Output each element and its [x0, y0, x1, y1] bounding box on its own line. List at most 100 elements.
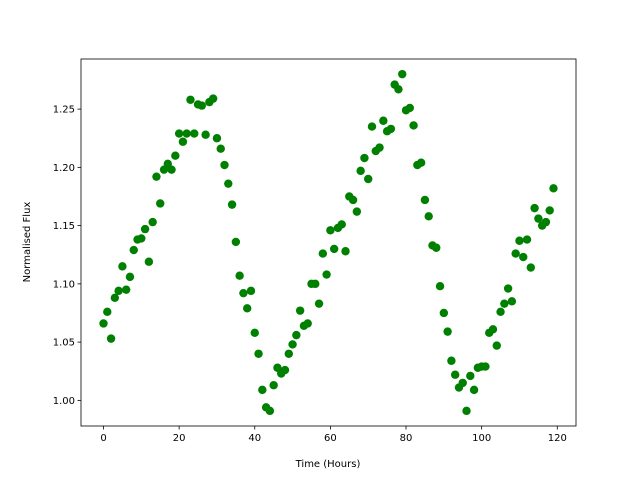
point	[303, 319, 312, 328]
point	[190, 129, 199, 138]
x-axis-label: Time (Hours)	[295, 459, 361, 470]
point	[129, 245, 138, 255]
point	[435, 281, 445, 291]
point	[231, 237, 241, 247]
point	[137, 234, 146, 243]
point	[250, 328, 259, 337]
point	[469, 385, 479, 395]
point	[541, 217, 551, 227]
point	[450, 370, 460, 379]
x-tick-label: 120	[548, 433, 567, 444]
x-tick-label: 40	[248, 433, 261, 444]
point	[212, 134, 222, 143]
point	[515, 236, 524, 245]
point	[420, 195, 430, 205]
point	[201, 130, 210, 139]
point	[144, 257, 154, 266]
point	[182, 129, 191, 138]
point	[318, 249, 328, 258]
x-tick-label: 100	[472, 433, 491, 444]
point	[103, 307, 112, 317]
point	[224, 179, 233, 188]
point	[488, 325, 498, 334]
point	[99, 319, 108, 328]
point	[140, 224, 150, 234]
point	[367, 122, 377, 131]
point	[174, 129, 184, 138]
point	[148, 217, 157, 227]
point	[311, 279, 320, 289]
point	[379, 116, 388, 125]
point	[171, 151, 180, 160]
point	[466, 371, 475, 381]
point	[314, 299, 324, 308]
point	[118, 262, 127, 271]
y-tick-label: 1.10	[53, 279, 75, 290]
point	[409, 121, 418, 130]
point	[416, 158, 426, 167]
point	[156, 199, 165, 208]
point	[186, 95, 195, 104]
point	[352, 207, 362, 216]
x-tick-label: 80	[400, 433, 413, 444]
point	[220, 160, 229, 170]
point	[254, 349, 263, 358]
point	[530, 203, 539, 213]
point	[447, 356, 456, 365]
point	[242, 304, 252, 313]
point	[375, 143, 384, 152]
point	[500, 299, 509, 308]
point	[496, 307, 505, 317]
y-tick-label: 1.25	[53, 105, 75, 116]
point	[288, 340, 297, 349]
point	[337, 220, 346, 229]
point	[519, 252, 528, 262]
point	[269, 381, 278, 390]
point	[235, 271, 244, 280]
point	[534, 214, 543, 223]
point	[216, 144, 225, 153]
point	[329, 244, 339, 254]
point	[360, 153, 369, 163]
point	[503, 284, 513, 293]
point	[227, 200, 237, 209]
y-tick-label: 1.20	[53, 163, 75, 174]
point	[341, 247, 350, 256]
point	[208, 94, 218, 103]
point	[167, 165, 176, 174]
point	[114, 286, 123, 296]
point	[239, 288, 248, 298]
point	[507, 297, 517, 306]
point	[284, 349, 293, 358]
point	[522, 235, 532, 244]
point	[258, 385, 267, 395]
point	[405, 103, 415, 113]
point	[121, 285, 131, 294]
point	[432, 243, 441, 252]
point	[443, 327, 452, 336]
point	[364, 174, 373, 184]
point	[545, 206, 554, 215]
point	[492, 341, 501, 350]
point	[398, 69, 407, 79]
point	[295, 306, 305, 315]
point	[458, 378, 467, 388]
point	[246, 286, 256, 296]
point	[110, 293, 120, 303]
point	[178, 137, 188, 146]
point	[197, 101, 207, 110]
point	[526, 263, 536, 272]
point	[322, 270, 331, 279]
point	[481, 362, 490, 371]
axes-frame	[80, 58, 577, 427]
point	[424, 212, 433, 221]
y-tick-label: 1.15	[53, 221, 75, 232]
y-tick-label: 1.00	[53, 396, 75, 407]
point	[439, 308, 449, 318]
point	[394, 85, 403, 94]
point	[511, 249, 520, 258]
point	[348, 195, 358, 205]
point	[152, 172, 161, 181]
x-tick-label: 60	[324, 433, 337, 444]
